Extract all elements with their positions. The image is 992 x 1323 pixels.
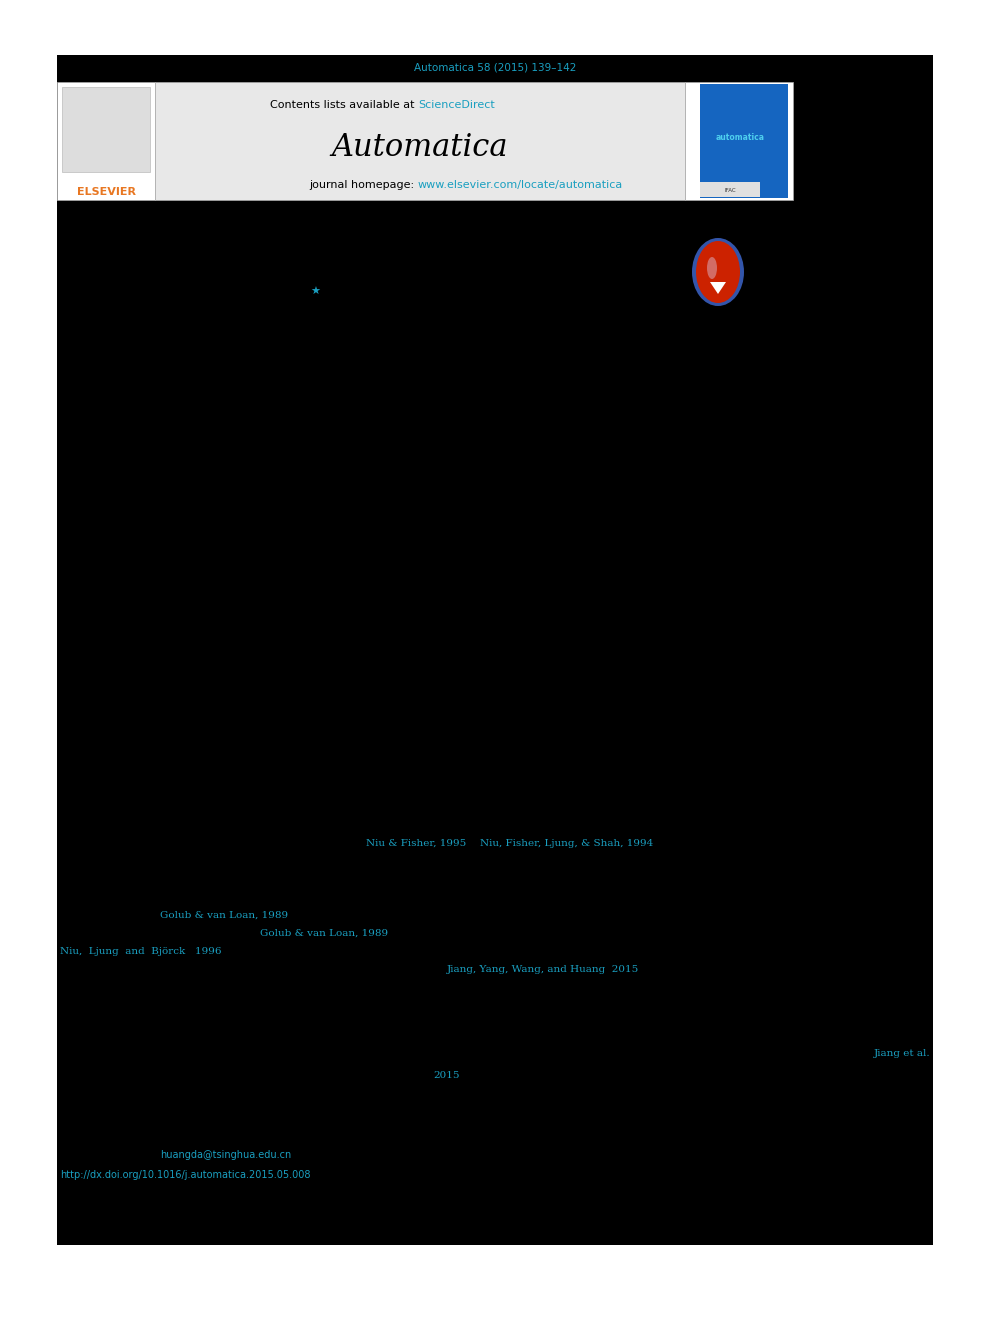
Text: Automatica: Automatica <box>331 132 508 164</box>
Bar <box>62 87 150 172</box>
Text: ELSEVIER: ELSEVIER <box>76 187 136 197</box>
Text: IFAC: IFAC <box>724 188 736 193</box>
Text: Jiang, Yang, Wang, and Huang  2015: Jiang, Yang, Wang, and Huang 2015 <box>447 964 639 974</box>
Ellipse shape <box>692 238 744 306</box>
Text: ScienceDirect: ScienceDirect <box>418 101 495 110</box>
Text: journal homepage:: journal homepage: <box>310 180 418 191</box>
Text: Automatica 58 (2015) 139–142: Automatica 58 (2015) 139–142 <box>414 64 576 73</box>
Text: huangda@tsinghua.edu.cn: huangda@tsinghua.edu.cn <box>160 1150 292 1160</box>
Text: 2015: 2015 <box>434 1070 460 1080</box>
Bar <box>57 82 155 200</box>
Bar <box>700 83 788 198</box>
Ellipse shape <box>707 257 717 279</box>
Text: Niu & Fisher, 1995: Niu & Fisher, 1995 <box>366 839 466 848</box>
Text: www.elsevier.com/locate/automatica: www.elsevier.com/locate/automatica <box>418 180 623 191</box>
Polygon shape <box>710 282 726 294</box>
Text: Jiang et al.: Jiang et al. <box>873 1049 930 1057</box>
Text: Contents lists available at: Contents lists available at <box>270 101 418 110</box>
Text: http://dx.doi.org/10.1016/j.automatica.2015.05.008: http://dx.doi.org/10.1016/j.automatica.2… <box>60 1170 310 1180</box>
Text: Golub & van Loan, 1989: Golub & van Loan, 1989 <box>160 910 288 919</box>
Text: ★: ★ <box>310 287 320 296</box>
Bar <box>685 82 793 200</box>
Text: Niu,  Ljung  and  Björck   1996: Niu, Ljung and Björck 1996 <box>60 946 221 955</box>
Bar <box>57 56 933 1245</box>
Ellipse shape <box>696 241 740 303</box>
Text: automatica: automatica <box>715 132 765 142</box>
Bar <box>155 82 685 200</box>
Text: Golub & van Loan, 1989: Golub & van Loan, 1989 <box>260 929 388 938</box>
Text: Niu, Fisher, Ljung, & Shah, 1994: Niu, Fisher, Ljung, & Shah, 1994 <box>480 839 654 848</box>
Bar <box>700 183 760 197</box>
